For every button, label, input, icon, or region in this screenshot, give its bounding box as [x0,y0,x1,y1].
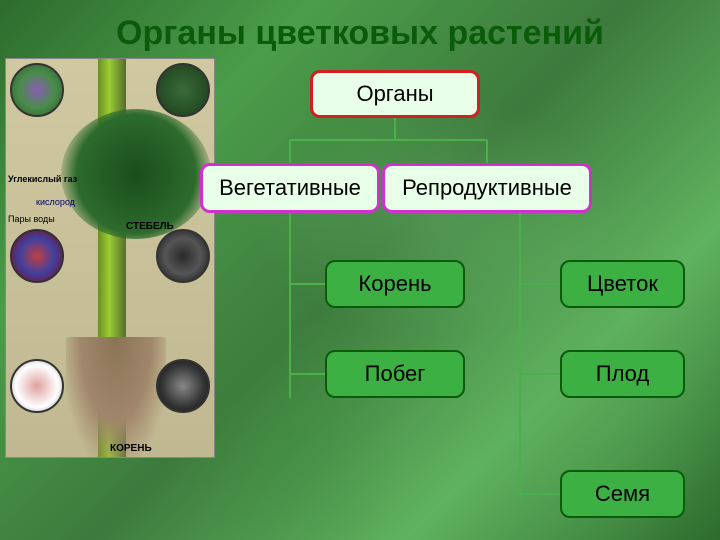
label-gas: Углекислый газ [8,174,77,184]
node-semya: Семя [560,470,685,518]
node-label: Семя [595,481,650,507]
node-reproductive: Репродуктивные [382,163,592,213]
cell-icon [156,359,210,413]
node-pobeg: Побег [325,350,465,398]
cell-icon [156,63,210,117]
node-label: Побег [365,361,426,387]
node-koren: Корень [325,260,465,308]
node-label: Органы [356,81,433,107]
node-label: Корень [358,271,431,297]
node-tsvetok: Цветок [560,260,685,308]
label-water-vapor: Пары воды [8,214,55,224]
slide-title: Органы цветковых растений [0,14,720,53]
label-stem: СТЕБЕЛЬ [126,221,174,232]
node-plod: Плод [560,350,685,398]
label-root: КОРЕНЬ [110,443,152,454]
cell-icon [156,229,210,283]
node-label: Цветок [587,271,658,297]
label-oxygen: кислород [36,197,75,207]
node-label: Плод [596,361,650,387]
node-label: Вегетативные [219,175,361,201]
cell-icon [10,229,64,283]
node-label: Репродуктивные [402,175,572,201]
cell-icon [10,63,64,117]
plant-illustration: Углекислый газ кислород Пары воды СТЕБЕЛ… [5,58,215,458]
node-organy: Органы [310,70,480,118]
node-vegetative: Вегетативные [200,163,380,213]
cell-icon [10,359,64,413]
